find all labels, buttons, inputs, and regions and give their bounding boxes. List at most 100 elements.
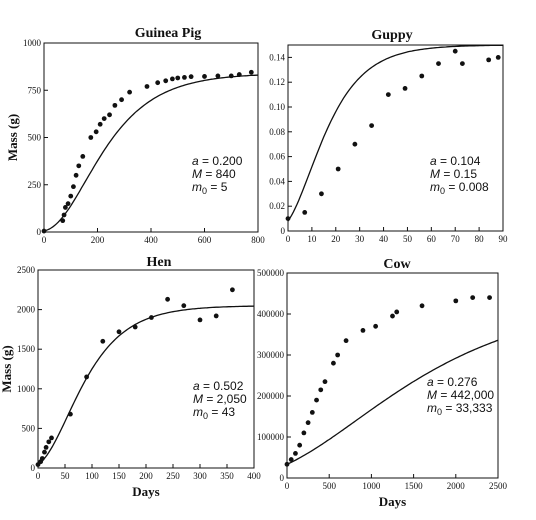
fit-curve xyxy=(287,44,503,222)
plot-frame xyxy=(43,42,259,233)
plot-frame xyxy=(286,272,499,479)
y-tick-label: 0.08 xyxy=(269,127,285,137)
param-symbol: a xyxy=(430,154,437,168)
y-tick-label: 0 xyxy=(281,226,286,236)
param-line: M = 840 xyxy=(192,167,236,181)
data-point xyxy=(112,102,118,108)
data-point xyxy=(302,210,308,215)
data-point xyxy=(285,216,291,222)
data-point xyxy=(188,74,194,80)
x-tick-label: 300 xyxy=(193,471,207,481)
data-point xyxy=(202,74,207,79)
data-point xyxy=(71,184,76,190)
data-point xyxy=(165,296,171,302)
panel-guinea-pig: Guinea Pig 0 200 400 600 800 0 250 500 750 1000 Mas… xyxy=(5,26,265,245)
param-line: m0 = 5 xyxy=(192,180,228,196)
param-symbol: a xyxy=(192,154,199,168)
y-tick-label: 1000 xyxy=(17,384,36,394)
x-tick-label: 30 xyxy=(355,234,365,244)
x-tick-label: 800 xyxy=(251,235,265,245)
x-tick-label: 350 xyxy=(220,471,234,481)
param-line: a = 0.502 xyxy=(193,379,244,393)
param-symbol: M xyxy=(427,388,437,402)
y-tick-label: 0.04 xyxy=(269,176,285,186)
data-point xyxy=(42,449,47,455)
chart-title: Hen xyxy=(147,255,172,270)
data-point xyxy=(41,228,47,234)
param-line: M = 442,000 xyxy=(427,388,494,402)
data-point xyxy=(68,193,74,199)
data-point xyxy=(288,457,294,462)
data-point xyxy=(331,360,336,366)
x-tick-label: 50 xyxy=(403,234,413,244)
data-point xyxy=(236,72,242,77)
y-tick-label: 0.14 xyxy=(269,52,285,62)
y-axis-label: Mass (g) xyxy=(0,345,14,392)
param-value: = 0.104 xyxy=(437,154,481,168)
data-point xyxy=(452,48,458,54)
y-tick-label: 400000 xyxy=(257,309,285,319)
data-point xyxy=(100,338,106,344)
data-point xyxy=(453,298,459,304)
data-point xyxy=(182,74,187,80)
x-tick-label: 500 xyxy=(322,481,336,491)
data-point xyxy=(101,116,107,121)
fit-curve xyxy=(37,305,255,466)
x-tick-label: 100 xyxy=(85,471,99,481)
param-line: a = 0.104 xyxy=(430,154,481,168)
y-tick-label: 1000 xyxy=(23,38,42,48)
data-point xyxy=(390,313,395,319)
param-line: a = 0.276 xyxy=(427,375,478,389)
y-tick-label: 2000 xyxy=(17,305,36,315)
y-tick-label: 500 xyxy=(22,423,36,433)
param-value: = 442,000 xyxy=(437,388,494,402)
x-tick-label: 600 xyxy=(198,235,212,245)
y-tick-label: 0 xyxy=(280,473,285,483)
data-point xyxy=(63,205,68,210)
x-tick-label: 50 xyxy=(61,471,71,481)
data-point xyxy=(314,397,319,403)
y-tick-label: 2500 xyxy=(17,265,36,275)
panel-hen: Hen 0 50 100 150 200 250 300 350 400 0 500 1000 1500 2… xyxy=(0,255,261,499)
data-point xyxy=(97,121,103,127)
data-point xyxy=(213,313,219,319)
x-tick-label: 0 xyxy=(285,481,290,491)
x-tick-label: 150 xyxy=(112,471,126,481)
data-point xyxy=(80,154,86,159)
data-point xyxy=(318,387,324,393)
param-value: = 33,333 xyxy=(442,401,493,415)
y-tick-label: 750 xyxy=(28,85,42,95)
param-line: m0 = 43 xyxy=(193,405,235,421)
data-point xyxy=(305,420,311,426)
panel-cow: Cow 0 500 1000 1500 2000 2500 0 100000 200000 3000… xyxy=(257,257,508,509)
x-tick-label: 70 xyxy=(451,234,461,244)
data-point xyxy=(175,75,181,81)
x-tick-label: 0 xyxy=(36,471,41,481)
data-point xyxy=(215,73,221,79)
data-point xyxy=(301,430,307,436)
data-point xyxy=(394,309,400,315)
x-tick-label: 0 xyxy=(42,235,47,245)
data-point xyxy=(373,323,379,329)
x-tick-label: 60 xyxy=(427,234,437,244)
param-subscript: 0 xyxy=(437,407,442,417)
data-point xyxy=(73,172,79,178)
param-line: M = 0.15 xyxy=(430,167,477,181)
data-point xyxy=(369,123,375,128)
y-tick-label: 0.10 xyxy=(269,102,285,112)
data-point xyxy=(132,324,138,330)
data-point xyxy=(322,379,328,385)
fit-curve xyxy=(286,339,499,465)
x-tick-label: 90 xyxy=(499,234,509,244)
y-tick-label: 1500 xyxy=(17,344,36,354)
data-point xyxy=(248,69,254,75)
data-point xyxy=(39,456,45,461)
data-point xyxy=(88,135,94,140)
x-tick-label: 40 xyxy=(379,234,389,244)
y-tick-label: 200000 xyxy=(257,391,285,401)
data-point xyxy=(284,461,290,467)
y-axis-label: Mass (g) xyxy=(5,114,20,161)
data-point xyxy=(230,287,235,293)
param-symbol: M xyxy=(430,167,440,181)
x-tick-label: 0 xyxy=(286,234,291,244)
